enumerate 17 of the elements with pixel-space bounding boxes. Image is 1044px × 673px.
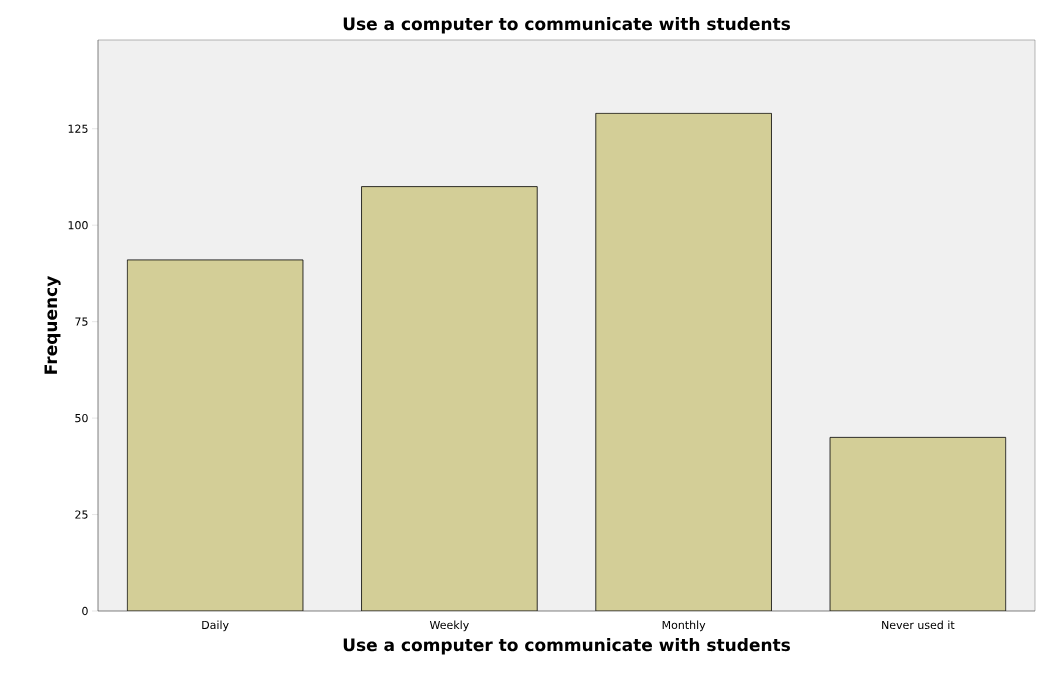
y-tick-label: 125 bbox=[68, 124, 88, 133]
bar bbox=[361, 186, 538, 611]
x-tick-label: Weekly bbox=[429, 620, 469, 632]
chart-title: Use a computer to communicate with students bbox=[343, 17, 790, 34]
bar bbox=[595, 112, 772, 611]
y-tick-label: 25 bbox=[75, 510, 88, 519]
y-axis-title: Frequency bbox=[44, 276, 61, 374]
bar bbox=[829, 436, 1007, 611]
bar bbox=[126, 259, 304, 611]
x-tick-label: Never used it bbox=[882, 620, 955, 630]
x-tick-label: Daily bbox=[202, 620, 229, 632]
x-tick-label: Monthly bbox=[662, 620, 706, 632]
y-tick-label: 75 bbox=[75, 317, 88, 326]
x-axis-title: Use a computer to communicate with students bbox=[343, 638, 790, 655]
y-tick-label: 50 bbox=[75, 413, 88, 423]
y-tick-label: 100 bbox=[68, 221, 88, 230]
y-tick-label: 0 bbox=[82, 606, 88, 616]
